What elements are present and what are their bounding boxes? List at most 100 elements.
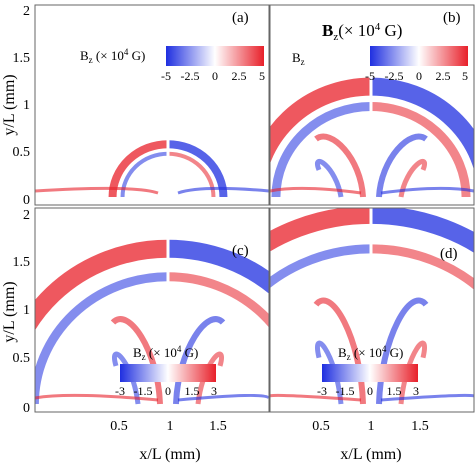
y-tick-top-2: 1: [23, 98, 30, 113]
vortex-outer: [110, 316, 163, 405]
vortex-outer: [376, 133, 428, 198]
colorbar-a-tick-4: 5: [259, 69, 265, 83]
base-streak-left: [35, 186, 159, 195]
y-tick-bottom-1: 0.5: [13, 351, 31, 366]
colorbar-b-tick-0: -5: [365, 69, 375, 83]
panel-label-d: (d): [440, 246, 458, 262]
inner-right: [370, 101, 471, 198]
base-streak-left: [35, 393, 159, 402]
panel-c-frame: [34, 207, 270, 413]
vortex-inner: [112, 351, 141, 405]
y-axis-top: 0 0.5 1 1.5 2: [13, 4, 31, 208]
colorbar-a-title-main: B: [80, 48, 89, 63]
colorbar-c-tick-1: -1.5: [134, 384, 153, 398]
inner-right: [167, 272, 269, 328]
colorbar-d-tick-3: 1.5: [387, 384, 402, 398]
colorbar-a-title: Bz (× 104 G): [80, 47, 145, 65]
x-tick-left-1: 1: [167, 419, 174, 434]
vortex-inner: [315, 340, 344, 405]
shell-left: [270, 77, 372, 164]
colorbar-b-title-small-main: B: [292, 50, 301, 65]
colorbar-d-title-end: G): [386, 345, 403, 360]
vortex-outer: [314, 133, 366, 198]
base-streak-left: [270, 393, 362, 402]
colorbar-c-bar: [120, 364, 216, 382]
colorbar-c-title-exp: 4: [177, 344, 182, 354]
base-streak-right: [380, 186, 474, 195]
vortex-inner: [195, 351, 224, 405]
base-streak-right: [380, 393, 474, 402]
x-tick-right-2: 1.5: [411, 419, 429, 434]
shell-left: [270, 208, 372, 252]
colorbar-b-tick-2: 0: [416, 69, 422, 83]
colorbar-a-tick-2: 0: [212, 69, 218, 83]
x-tick-left-0: 0.5: [110, 419, 128, 434]
panel-b: [270, 5, 474, 205]
colorbar-c-title: Bz (× 104 G): [133, 344, 198, 362]
inner-right: [370, 244, 474, 290]
colorbar-c-title-sub: z: [142, 352, 146, 362]
shell-left: [35, 239, 169, 331]
y-axis-bottom: 0 0.5 1 1.5 2: [13, 208, 31, 416]
colorbar-b-tick-4: 5: [462, 69, 468, 83]
panel-bg: [35, 5, 269, 205]
inner-left: [35, 272, 169, 405]
colorbar-c-tick-4: 3: [211, 384, 217, 398]
colorbar-b: Bz(× 104 G) Bz -5 -2.5 0 2.5 5: [292, 21, 468, 83]
base-streak-right: [177, 393, 269, 402]
x-axis-label-right: x/L (mm): [340, 446, 401, 463]
y-tick-top-1: 0.5: [13, 145, 31, 160]
colorbar-d-tick-0: -3: [317, 384, 327, 398]
y-tick-bottom-2: 1: [23, 303, 30, 318]
colorbar-d-title: Bz (× 104 G): [338, 344, 403, 362]
shell-left: [108, 140, 169, 198]
colorbar-a-tick-3: 2.5: [232, 69, 247, 83]
y-axis-label-bottom: y/L (mm): [1, 281, 18, 342]
panel-label-a: (a): [232, 10, 249, 26]
vortex-outer: [173, 316, 226, 405]
x-tick-right-1: 1: [368, 419, 375, 434]
shell-right: [370, 77, 474, 171]
colorbar-c-tick-0: -3: [115, 384, 125, 398]
x-axis-right: 0.5 1 1.5: [312, 419, 429, 434]
colorbar-c-title-unit: (× 10: [146, 345, 177, 360]
panel-a: [35, 5, 269, 205]
colorbar-d-bar: [322, 364, 418, 382]
colorbar-a-title-end: G): [128, 48, 145, 63]
colorbar-a: Bz (× 104 G) -5 -2.5 0 2.5 5: [80, 46, 265, 83]
colorbar-b-title-main: B: [322, 21, 333, 40]
colorbar-a-tick-0: -5: [161, 69, 171, 83]
colorbar-b-tick-1: -2.5: [385, 69, 404, 83]
colorbar-b-title-small: Bz: [292, 50, 305, 67]
colorbar-d-title-exp: 4: [382, 344, 387, 354]
colorbar-d-title-main: B: [338, 345, 347, 360]
colorbar-b-bar: [370, 46, 468, 66]
inner-left: [271, 101, 372, 198]
colorbar-d-tick-4: 3: [413, 384, 419, 398]
colorbar-c-title-main: B: [133, 345, 142, 360]
colorbar-d-tick-2: 0: [367, 384, 373, 398]
y-tick-bottom-3: 1.5: [13, 255, 31, 270]
colorbar-c-tick-3: 1.5: [185, 384, 200, 398]
colorbar-c-tick-2: 0: [165, 384, 171, 398]
colorbar-b-title-big: Bz(× 104 G): [322, 21, 402, 43]
panel-a-frame: [34, 4, 270, 206]
vortex-inner: [398, 158, 427, 198]
shell-right: [167, 140, 228, 198]
colorbar-d: Bz (× 104 G) -3 -1.5 0 1.5 3: [317, 344, 419, 398]
colorbar-d-title-unit: (× 10: [351, 345, 382, 360]
y-tick-top-3: 1.5: [13, 51, 31, 66]
x-tick-left-2: 1.5: [209, 419, 227, 434]
panel-label-b: (b): [443, 10, 461, 26]
y-tick-bottom-4: 2: [23, 208, 30, 223]
colorbar-a-title-sub: z: [89, 55, 93, 65]
shell-right: [370, 208, 474, 253]
colorbar-a-bar: [166, 46, 264, 66]
colorbar-a-title-exp: 4: [124, 47, 129, 57]
panel-c: [35, 208, 269, 412]
y-tick-top-0: 0: [23, 193, 30, 208]
y-tick-bottom-0: 0: [23, 401, 30, 416]
shell-right: [167, 239, 269, 294]
colorbar-d-title-sub: z: [347, 352, 351, 362]
